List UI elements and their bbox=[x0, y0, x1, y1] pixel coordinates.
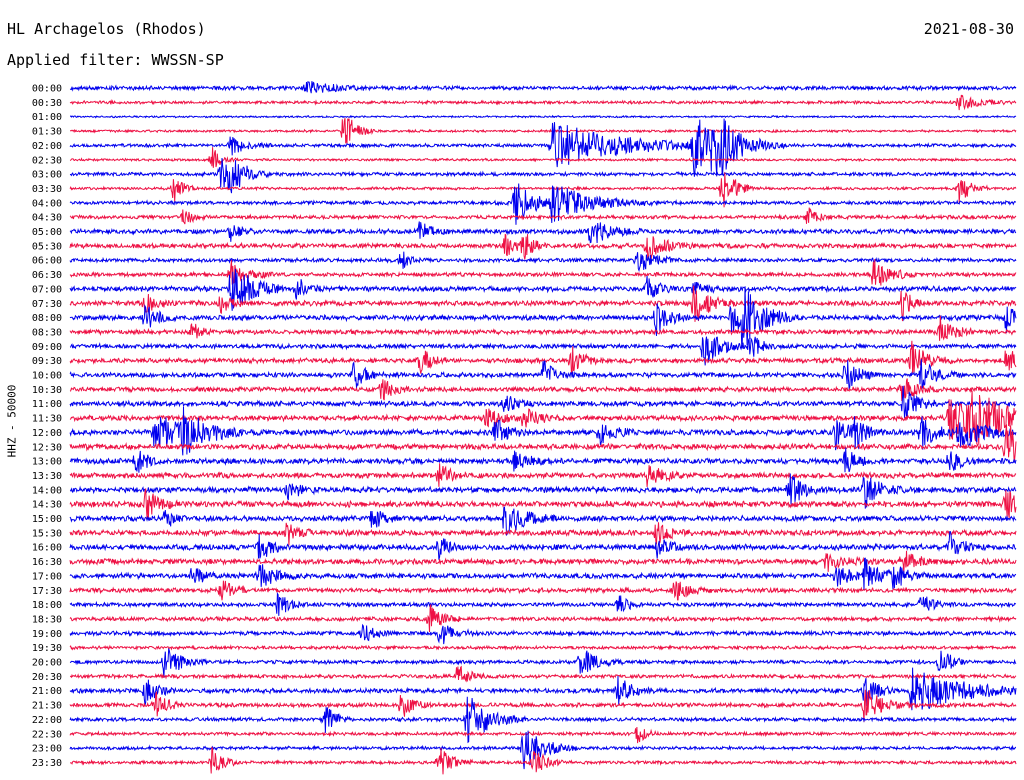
trace-1100 bbox=[69, 385, 1017, 419]
row-time-label: 06:30 bbox=[32, 270, 62, 281]
row-time-label: 05:00 bbox=[32, 227, 62, 238]
trace-1700 bbox=[69, 557, 1017, 591]
trace-1430 bbox=[69, 488, 1017, 520]
trace-0230 bbox=[69, 147, 1017, 168]
date-label: 2021-08-30 bbox=[923, 20, 1014, 38]
trace-0430 bbox=[69, 207, 1017, 225]
row-time-label: 15:00 bbox=[32, 514, 62, 525]
row-time-label: 10:30 bbox=[32, 385, 62, 396]
trace-0600 bbox=[69, 251, 1017, 273]
trace-1230 bbox=[69, 424, 1017, 462]
row-time-label: 14:30 bbox=[32, 500, 62, 511]
trace-2230 bbox=[69, 726, 1017, 744]
trace-0030 bbox=[69, 94, 1017, 111]
row-time-label: 11:30 bbox=[32, 414, 62, 425]
row-time-label: 09:00 bbox=[32, 342, 62, 353]
row-time-label: 23:30 bbox=[32, 758, 62, 769]
trace-2100 bbox=[69, 667, 1017, 711]
trace-1530 bbox=[69, 522, 1017, 546]
row-time-label: 17:00 bbox=[32, 571, 62, 582]
row-time-label: 03:00 bbox=[32, 170, 62, 181]
row-time-label: 21:00 bbox=[32, 686, 62, 697]
row-time-label: 01:30 bbox=[32, 127, 62, 138]
row-time-label: 08:00 bbox=[32, 313, 62, 324]
row-time-label: 03:30 bbox=[32, 184, 62, 195]
row-time-label: 04:30 bbox=[32, 213, 62, 224]
row-time-label: 13:30 bbox=[32, 471, 62, 482]
row-time-label: 09:30 bbox=[32, 356, 62, 367]
row-time-label: 22:00 bbox=[32, 715, 62, 726]
row-time-label: 05:30 bbox=[32, 241, 62, 252]
row-time-label: 10:00 bbox=[32, 371, 62, 382]
trace-0800 bbox=[69, 286, 1017, 346]
row-time-label: 07:30 bbox=[32, 299, 62, 310]
trace-0700 bbox=[69, 268, 1017, 311]
trace-2000 bbox=[69, 648, 1017, 678]
trace-1730 bbox=[69, 580, 1017, 601]
row-time-label: 22:30 bbox=[32, 729, 62, 740]
trace-1000 bbox=[69, 359, 1017, 391]
trace-1800 bbox=[69, 591, 1017, 616]
trace-0300 bbox=[69, 157, 1017, 194]
row-time-label: 20:00 bbox=[32, 658, 62, 669]
trace-0000 bbox=[69, 81, 1017, 94]
row-time-label: 12:30 bbox=[32, 442, 62, 453]
trace-0500 bbox=[69, 221, 1017, 244]
row-time-label: 00:00 bbox=[32, 84, 62, 95]
row-time-label: 01:00 bbox=[32, 112, 62, 123]
row-time-label: 02:30 bbox=[32, 155, 62, 166]
trace-1300 bbox=[69, 447, 1017, 473]
trace-1630 bbox=[69, 550, 1017, 573]
trace-0130 bbox=[70, 117, 1017, 144]
station-title: HL Archagelos (Rhodos) bbox=[7, 20, 206, 38]
trace-0330 bbox=[69, 172, 1017, 208]
trace-0900 bbox=[69, 336, 1017, 366]
trace-2200 bbox=[69, 696, 1017, 744]
trace-1330 bbox=[69, 463, 1017, 488]
row-time-label: 04:00 bbox=[32, 198, 62, 209]
row-time-label: 07:00 bbox=[32, 284, 62, 295]
row-time-label: 18:30 bbox=[32, 614, 62, 625]
trace-0400 bbox=[69, 183, 1017, 225]
row-time-label: 13:00 bbox=[32, 457, 62, 468]
trace-1130 bbox=[69, 390, 1017, 445]
row-time-label: 06:00 bbox=[32, 256, 62, 267]
row-time-label: 15:30 bbox=[32, 528, 62, 539]
trace-0630 bbox=[69, 258, 1017, 286]
trace-1500 bbox=[69, 506, 1017, 536]
row-time-label: 23:00 bbox=[32, 744, 62, 755]
trace-2300 bbox=[69, 730, 1016, 770]
trace-1200 bbox=[69, 406, 1017, 456]
row-time-label: 18:00 bbox=[32, 600, 62, 611]
row-time-label: 11:00 bbox=[32, 399, 62, 410]
row-time-label: 16:30 bbox=[32, 557, 62, 568]
row-time-label: 21:30 bbox=[32, 701, 62, 712]
row-time-label: 16:00 bbox=[32, 543, 62, 554]
trace-1900 bbox=[69, 623, 1017, 645]
trace-1600 bbox=[69, 531, 1017, 560]
trace-0100 bbox=[70, 114, 1017, 119]
trace-1830 bbox=[69, 603, 1017, 633]
row-time-label: 19:00 bbox=[32, 629, 62, 640]
trace-0830 bbox=[69, 315, 1017, 341]
filter-label: Applied filter: WWSSN-SP bbox=[7, 51, 224, 69]
row-time-label: 02:00 bbox=[32, 141, 62, 152]
trace-2330 bbox=[70, 746, 1017, 775]
row-time-label: 19:30 bbox=[32, 643, 62, 654]
row-time-label: 12:00 bbox=[32, 428, 62, 439]
row-time-label: 14:00 bbox=[32, 485, 62, 496]
row-time-label: 20:30 bbox=[32, 672, 62, 683]
trace-2030 bbox=[69, 665, 1017, 683]
trace-0200 bbox=[69, 118, 1017, 177]
row-time-label: 00:30 bbox=[32, 98, 62, 109]
trace-0730 bbox=[69, 285, 1017, 322]
trace-2130 bbox=[69, 689, 1017, 723]
trace-1930 bbox=[69, 644, 1017, 652]
row-time-label: 08:30 bbox=[32, 327, 62, 338]
trace-1400 bbox=[69, 473, 1017, 509]
row-time-label: 17:30 bbox=[32, 586, 62, 597]
trace-0530 bbox=[69, 233, 1017, 260]
trace-1030 bbox=[69, 378, 1017, 402]
